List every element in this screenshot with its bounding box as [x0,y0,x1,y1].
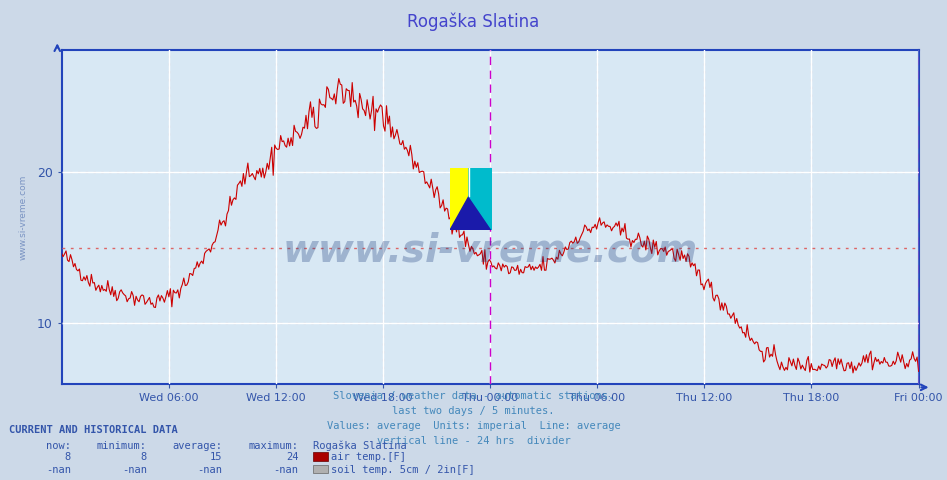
Polygon shape [469,168,492,230]
Text: CURRENT AND HISTORICAL DATA: CURRENT AND HISTORICAL DATA [9,425,178,435]
Text: Rogaška Slatina: Rogaška Slatina [313,441,406,451]
Polygon shape [450,196,492,230]
Text: soil temp. 5cm / 2in[F]: soil temp. 5cm / 2in[F] [331,465,475,475]
Text: 15: 15 [210,452,223,462]
Text: www.si-vreme.com: www.si-vreme.com [282,231,698,270]
Text: 24: 24 [286,452,298,462]
Text: -nan: -nan [198,465,223,475]
Text: Rogaška Slatina: Rogaška Slatina [407,12,540,31]
Text: -nan: -nan [122,465,147,475]
Text: www.si-vreme.com: www.si-vreme.com [19,175,27,260]
Text: now:: now: [46,441,71,451]
Text: 8: 8 [64,452,71,462]
Text: average:: average: [172,441,223,451]
Text: maximum:: maximum: [248,441,298,451]
Text: minimum:: minimum: [97,441,147,451]
Text: Slovenia / weather data - automatic stations.
last two days / 5 minutes.
Values:: Slovenia / weather data - automatic stat… [327,391,620,445]
Text: 8: 8 [140,452,147,462]
Text: air temp.[F]: air temp.[F] [331,452,406,462]
Text: -nan: -nan [46,465,71,475]
Text: -nan: -nan [274,465,298,475]
